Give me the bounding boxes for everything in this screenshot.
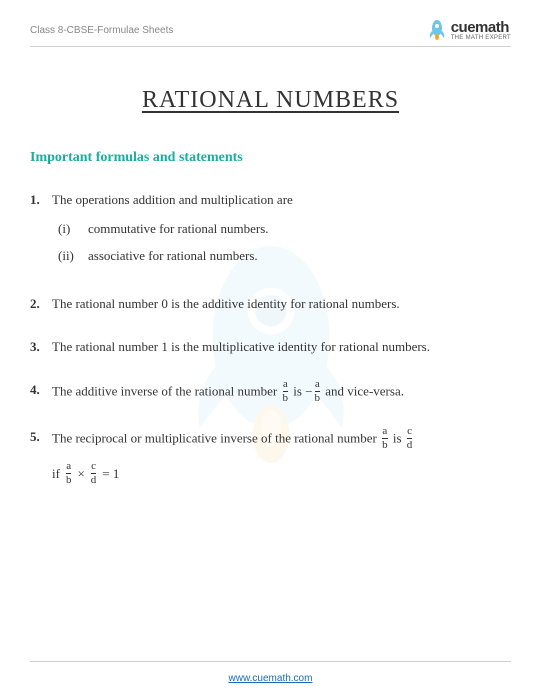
item-number: 1. <box>30 190 52 272</box>
page-title: RATIONAL NUMBERS <box>30 87 511 114</box>
list-item: 2. The rational number 0 is the additive… <box>30 294 511 315</box>
equation-condition: if a b × c d = 1 <box>52 462 511 487</box>
sub-item-number: (ii) <box>58 246 88 267</box>
footer-link[interactable]: www.cuemath.com <box>229 673 313 684</box>
list-item: 4. The additive inverse of the rational … <box>30 380 511 405</box>
item-text: The operations addition and multiplicati… <box>52 192 293 207</box>
header: Class 8-CBSE-Formulae Sheets cuemath THE… <box>30 18 511 47</box>
fraction: a b <box>283 379 289 404</box>
sub-list-item: (i) commutative for rational numbers. <box>58 219 511 240</box>
sub-item-text: commutative for rational numbers. <box>88 219 269 240</box>
logo-text: cuemath <box>451 20 509 35</box>
item-text: The reciprocal or multiplicative inverse… <box>52 427 511 452</box>
sub-list-item: (ii) associative for rational numbers. <box>58 246 511 267</box>
negative-fraction: − a b <box>305 380 322 405</box>
fraction: c d <box>91 461 97 486</box>
section-heading: Important formulas and statements <box>30 150 511 166</box>
logo: cuemath THE MATH EXPERT <box>427 18 511 42</box>
footer: www.cuemath.com <box>30 661 511 686</box>
fraction: c d <box>407 426 413 451</box>
item-text: The rational number 0 is the additive id… <box>52 294 511 315</box>
fraction: a b <box>66 461 72 486</box>
item-text: The rational number 1 is the multiplicat… <box>52 337 511 358</box>
page-container: Class 8-CBSE-Formulae Sheets cuemath THE… <box>0 0 541 700</box>
sub-item-text: associative for rational numbers. <box>88 246 258 267</box>
breadcrumb: Class 8-CBSE-Formulae Sheets <box>30 25 173 36</box>
rocket-icon <box>427 18 447 42</box>
item-text: The additive inverse of the rational num… <box>52 380 511 405</box>
list-item: 1. The operations addition and multiplic… <box>30 190 511 272</box>
sub-item-number: (i) <box>58 219 88 240</box>
item-number: 3. <box>30 337 52 358</box>
fraction: a b <box>382 426 388 451</box>
item-number: 4. <box>30 380 52 405</box>
item-number: 2. <box>30 294 52 315</box>
list-item: 3. The rational number 1 is the multipli… <box>30 337 511 358</box>
logo-tagline: THE MATH EXPERT <box>451 35 511 41</box>
item-number: 5. <box>30 427 52 452</box>
list-item: 5. The reciprocal or multiplicative inve… <box>30 427 511 452</box>
